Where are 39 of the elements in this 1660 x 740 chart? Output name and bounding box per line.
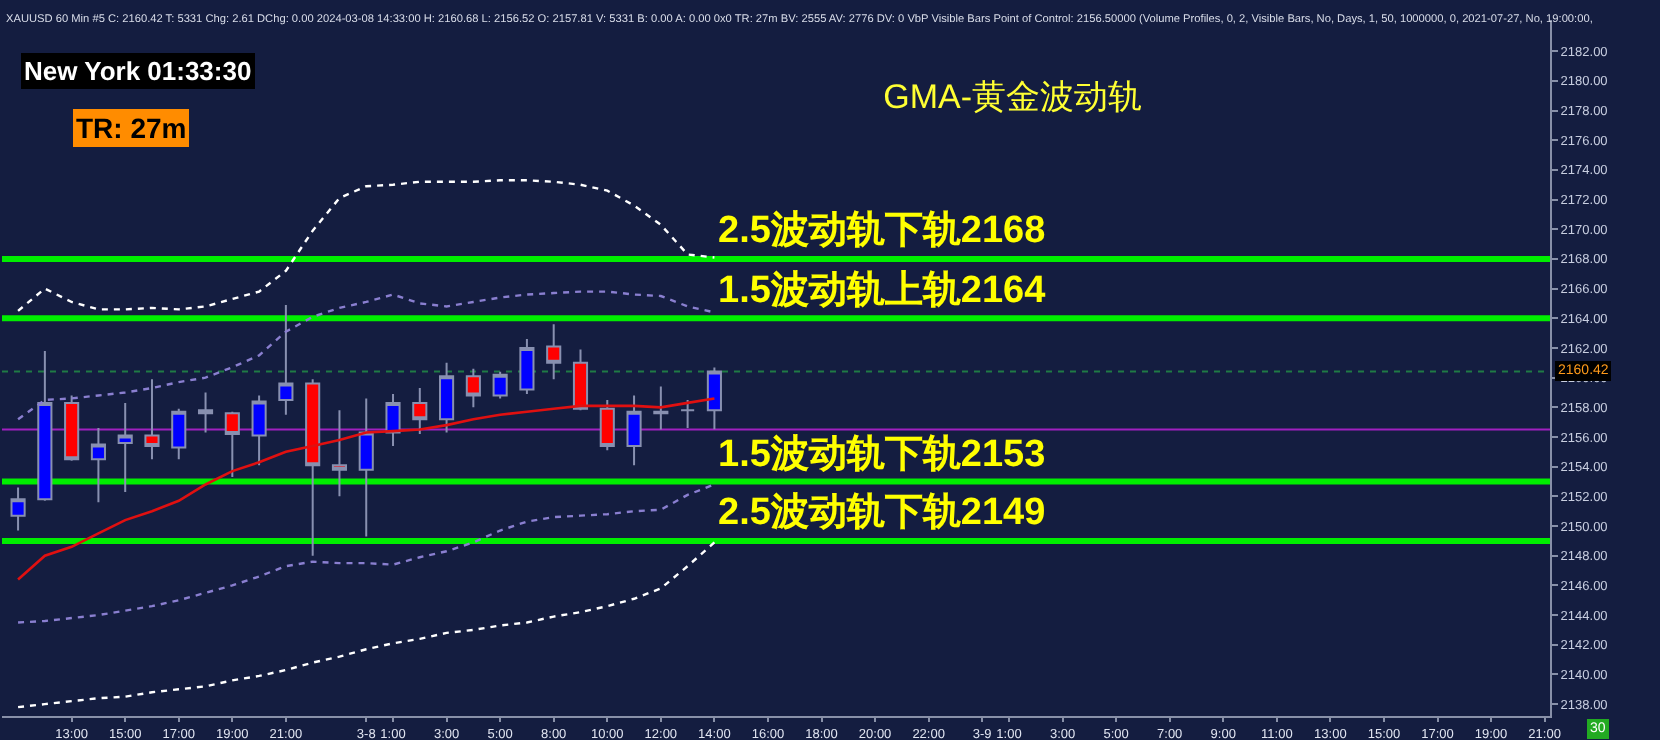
candlestick [653, 385, 669, 431]
line-series [16, 541, 716, 709]
candlestick [492, 370, 508, 400]
candlestick [572, 348, 589, 412]
candlestick [171, 407, 187, 461]
annotation: TR: 27m [76, 112, 187, 144]
candlestick [465, 367, 481, 409]
line-series [16, 397, 716, 581]
candlestick [144, 378, 160, 461]
line-series [16, 290, 716, 421]
ref-line-label: 2.5波动轨下轨2168 [718, 208, 1046, 252]
candlestick [358, 397, 374, 538]
candlestick [385, 392, 401, 447]
candlestick [197, 391, 214, 434]
candlestick [251, 394, 267, 467]
candlestick [706, 366, 722, 431]
candlestick [519, 338, 535, 395]
annotation: New York 01:33:30 [24, 56, 252, 86]
candlestick [64, 394, 80, 462]
ref-line-label: 1.5波动轨下轨2153 [718, 432, 1046, 476]
candlestick [546, 323, 562, 381]
text: GMA-黄金波动轨 [883, 78, 1142, 117]
candlestick [305, 378, 321, 557]
candlestick [224, 410, 240, 479]
candlestick [331, 409, 348, 498]
candlestick [117, 401, 133, 493]
ref-line-label: 1.5波动轨上轨2164 [718, 268, 1047, 312]
candlestick [10, 486, 26, 532]
candlestick [37, 349, 53, 502]
line-series [16, 483, 716, 624]
ref-line-label: 2.5波动轨下轨2149 [718, 490, 1046, 534]
candlestick [412, 387, 428, 436]
candlestick [680, 398, 696, 430]
candlestick [439, 361, 455, 434]
candlestick [599, 398, 615, 452]
candlestick [626, 394, 642, 467]
candlestick [90, 427, 106, 504]
candlestick [278, 303, 294, 416]
line-series [16, 179, 716, 313]
